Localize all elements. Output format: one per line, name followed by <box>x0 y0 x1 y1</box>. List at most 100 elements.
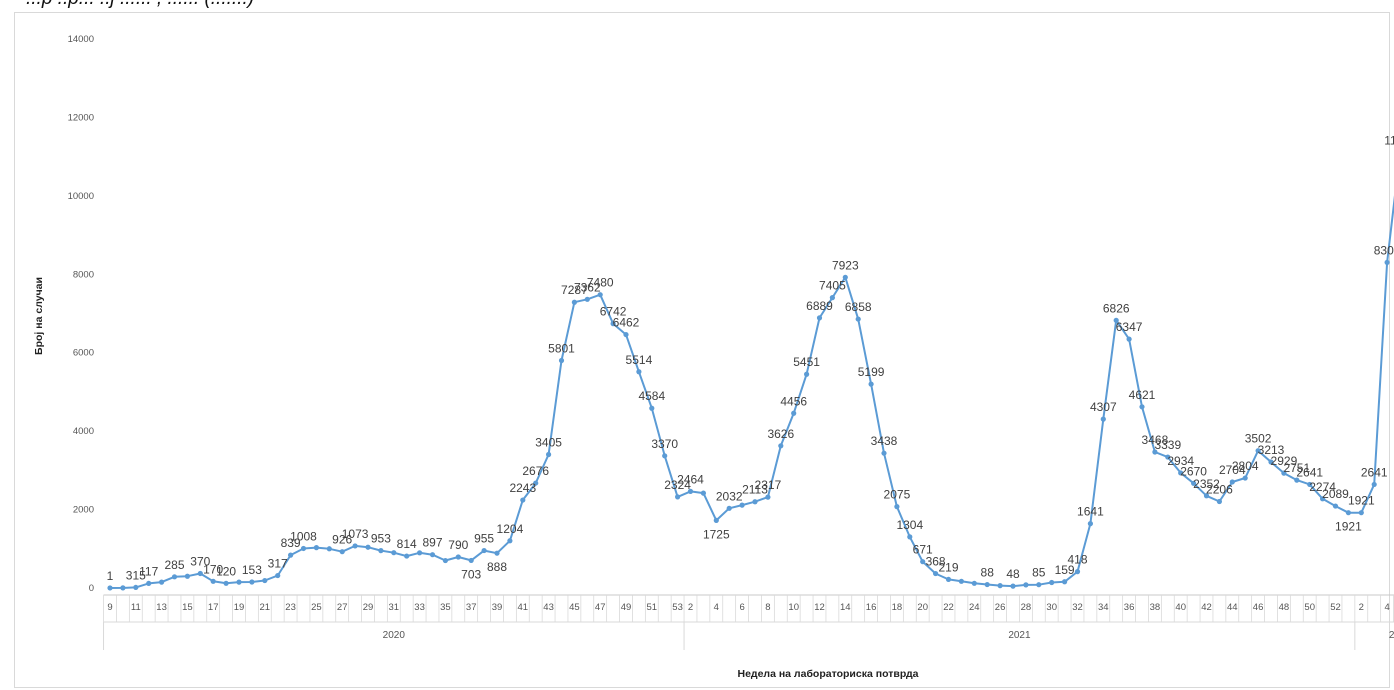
data-point <box>791 410 797 416</box>
data-point <box>404 553 410 559</box>
data-label: 2324 <box>664 478 691 492</box>
data-point <box>468 557 474 564</box>
data-point <box>687 488 694 494</box>
x-tick-label: 53 <box>672 602 683 613</box>
data-point <box>1358 510 1364 516</box>
data-label: 315 <box>126 568 146 582</box>
data-point <box>1126 336 1132 342</box>
data-point <box>481 547 487 554</box>
data-label: 88 <box>981 566 995 580</box>
data-label: 3339 <box>1154 438 1181 452</box>
data-point <box>1010 583 1016 589</box>
data-label: 1921 <box>1348 494 1375 508</box>
y-tick-label: 10000 <box>68 191 94 202</box>
data-point <box>649 405 655 411</box>
data-point <box>249 579 255 585</box>
data-label: 1073 <box>342 527 369 541</box>
data-point <box>1320 496 1326 502</box>
x-tick-label: 12 <box>814 602 825 613</box>
data-point <box>1371 481 1377 488</box>
data-label: 5514 <box>626 353 653 367</box>
x-tick-label: 22 <box>943 602 954 613</box>
data-point <box>1023 582 1029 588</box>
data-point <box>1113 317 1119 323</box>
data-point <box>429 552 436 558</box>
data-label: 370 <box>190 554 210 568</box>
data-label: 955 <box>474 532 494 546</box>
data-label: 153 <box>242 563 262 577</box>
x-tick-label: 30 <box>1046 602 1057 613</box>
data-point <box>120 585 126 591</box>
data-point <box>391 550 397 556</box>
data-label: 839 <box>281 536 301 550</box>
data-label: 897 <box>422 536 442 550</box>
x-tick-label: 9 <box>107 602 112 613</box>
x-tick-label: 13 <box>156 602 167 613</box>
data-point <box>171 574 178 580</box>
clipped-caption-text: ...р ..р... ..ј ...... , ...... (.......… <box>26 0 254 10</box>
data-label: 2206 <box>1206 482 1233 496</box>
data-point <box>636 369 642 375</box>
data-label: 1304 <box>896 518 923 532</box>
data-point <box>1178 470 1184 476</box>
data-label: 7287 <box>561 283 588 297</box>
year-label: 2021 <box>1008 630 1031 641</box>
data-label: 120 <box>216 564 236 578</box>
data-label: 2274 <box>1309 480 1336 494</box>
data-label: 4456 <box>780 394 807 408</box>
data-label: 2804 <box>1232 459 1259 473</box>
data-label: 7480 <box>587 276 614 290</box>
x-tick-label: 50 <box>1304 602 1315 613</box>
data-point <box>288 552 294 558</box>
data-label: 3370 <box>651 437 678 451</box>
data-point <box>1036 582 1042 588</box>
data-point <box>1268 459 1274 465</box>
x-tick-label: 2 <box>688 602 693 613</box>
y-tick-label: 0 <box>89 583 94 594</box>
data-point <box>507 538 513 544</box>
y-tick-label: 14000 <box>68 34 94 45</box>
data-point <box>378 548 384 554</box>
data-label: 285 <box>164 558 184 572</box>
y-tick-label: 2000 <box>73 505 94 516</box>
data-point <box>1281 470 1287 476</box>
data-point <box>1294 477 1300 483</box>
data-point <box>971 580 977 586</box>
data-label: 2670 <box>1180 464 1207 478</box>
data-label: 3438 <box>871 434 898 448</box>
x-tick-label: 17 <box>208 602 219 613</box>
data-label: 4584 <box>638 389 665 403</box>
data-point <box>997 583 1003 589</box>
data-point <box>313 545 319 551</box>
data-label: 2032 <box>716 489 743 503</box>
data-label: 2075 <box>884 488 911 502</box>
data-point <box>197 570 203 577</box>
x-tick-label: 40 <box>1175 602 1186 613</box>
x-tick-label: 37 <box>466 602 477 613</box>
y-tick-label: 6000 <box>73 348 94 359</box>
data-label: 3405 <box>535 435 562 449</box>
data-point <box>159 579 165 585</box>
x-tick-label: 11 <box>131 602 141 613</box>
data-point <box>1384 259 1390 266</box>
data-point <box>326 546 332 552</box>
data-point <box>275 572 281 579</box>
data-point <box>520 497 526 503</box>
data-point <box>107 585 113 591</box>
data-label: 219 <box>938 560 958 574</box>
data-label: 6889 <box>806 299 833 313</box>
x-tick-label: 42 <box>1201 602 1212 613</box>
y-axis-label: Број на случаи <box>33 277 45 355</box>
data-label: 1204 <box>497 522 524 536</box>
data-point <box>752 499 758 505</box>
x-tick-label: 6 <box>739 602 744 613</box>
x-tick-label: 32 <box>1072 602 1083 613</box>
data-point <box>1139 404 1145 410</box>
data-point <box>262 577 268 584</box>
data-point <box>855 316 861 322</box>
data-point <box>713 517 719 523</box>
x-tick-label: 15 <box>182 602 193 613</box>
data-point <box>236 579 242 585</box>
